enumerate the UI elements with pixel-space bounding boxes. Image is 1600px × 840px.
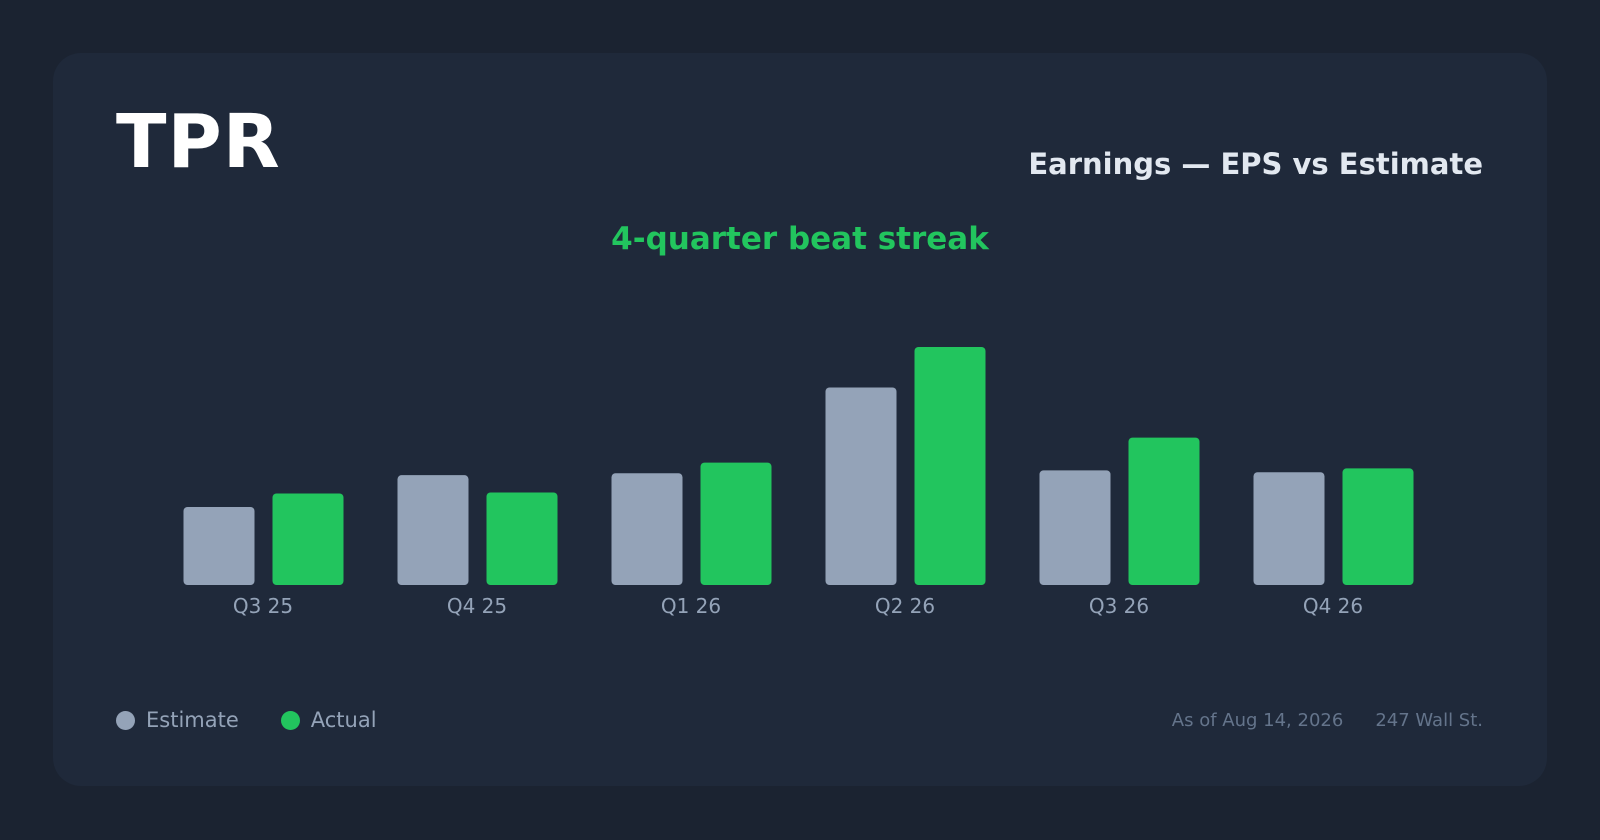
ticker-symbol: TPR [116,99,281,185]
x-tick-label: Q4 25 [447,594,507,618]
estimate-swatch [116,710,135,730]
bar-estimate-q1-26 [611,473,683,585]
legend-label-actual: Actual [310,708,377,732]
source-label: 247 Wall St. [1375,710,1483,731]
bar-actual-q1-26 [700,462,772,585]
beat-streak-label: 4-quarter beat streak [611,221,989,257]
bar-estimate-q3-25 [183,506,255,585]
actual-swatch [280,710,300,730]
legend: Estimate Actual [116,708,419,732]
x-tick-label: Q2 26 [875,594,935,618]
chart-title: Earnings — EPS vs Estimate [1028,147,1483,181]
bar-estimate-q2-26 [825,387,897,585]
legend-label-estimate: Estimate [146,708,239,732]
legend-item-estimate: Estimate [116,708,239,732]
bar-actual-q4-25 [486,492,558,585]
bar-actual-q4-26 [1342,468,1414,585]
chart-card: TPR Earnings — EPS vs Estimate 4-quarter… [53,53,1547,786]
bar-actual-q3-26 [1128,437,1200,585]
bar-actual-q3-25 [272,493,344,585]
x-tick-label: Q3 26 [1089,594,1149,618]
footer: As of Aug 14, 2026 247 Wall St. [1172,710,1483,731]
as-of-date: As of Aug 14, 2026 [1171,710,1344,731]
bar-actual-q2-26 [914,347,986,585]
x-tick-label: Q4 26 [1303,594,1363,618]
x-tick-label: Q3 25 [233,594,293,618]
bar-estimate-q4-26 [1253,472,1325,585]
legend-item-actual: Actual [280,708,377,732]
x-tick-label: Q1 26 [661,594,721,618]
bar-estimate-q4-25 [397,475,469,585]
bar-estimate-q3-26 [1039,470,1111,585]
